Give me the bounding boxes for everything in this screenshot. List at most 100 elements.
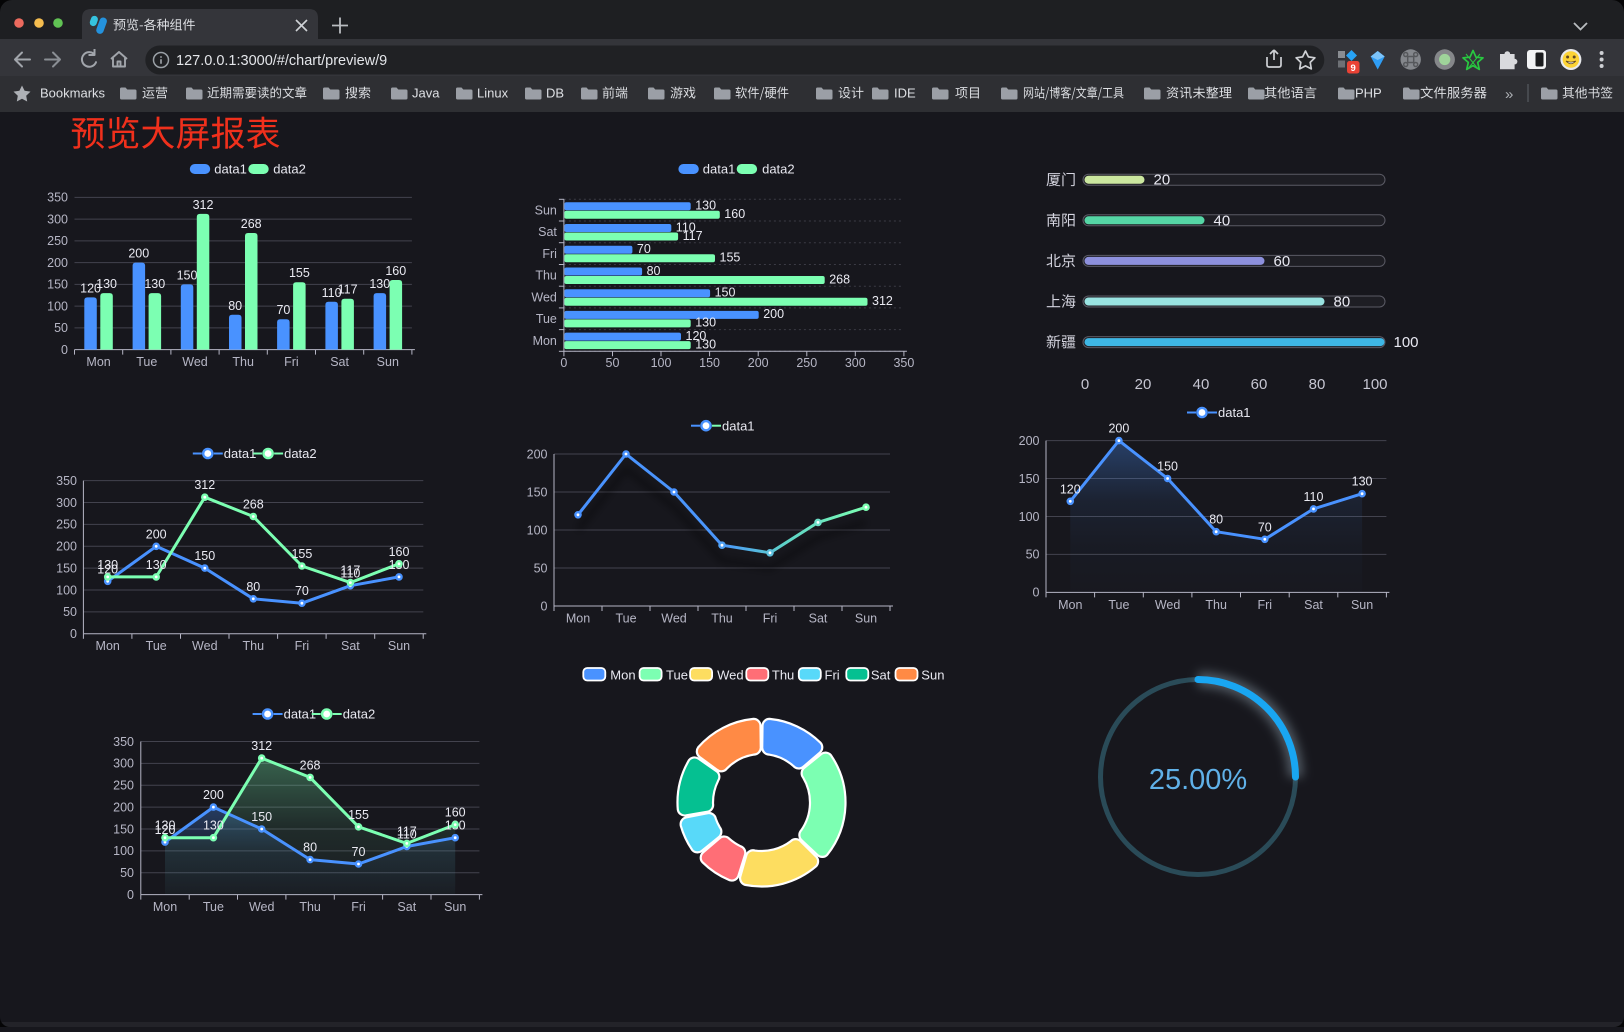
- svg-text:120: 120: [97, 562, 118, 576]
- svg-text:100: 100: [651, 356, 672, 370]
- svg-text:150: 150: [251, 810, 272, 824]
- svg-text:80: 80: [1334, 294, 1351, 311]
- svg-text:130: 130: [144, 277, 165, 291]
- svg-text:Thu: Thu: [299, 900, 321, 914]
- svg-text:200: 200: [128, 247, 149, 261]
- svg-text:155: 155: [348, 808, 369, 822]
- svg-text:Mon: Mon: [610, 668, 635, 683]
- svg-text:130: 130: [146, 558, 167, 572]
- svg-text:Sun: Sun: [1351, 598, 1373, 612]
- svg-text:70: 70: [637, 242, 651, 256]
- svg-text:data2: data2: [284, 446, 317, 461]
- svg-text:160: 160: [445, 806, 466, 820]
- svg-text:80: 80: [303, 841, 317, 855]
- svg-text:312: 312: [872, 294, 893, 308]
- svg-text:150: 150: [194, 549, 215, 563]
- svg-text:200: 200: [527, 447, 548, 461]
- svg-text:110: 110: [676, 220, 696, 234]
- svg-text:Sat: Sat: [341, 639, 360, 653]
- svg-text:117: 117: [683, 229, 703, 243]
- svg-text:Mon: Mon: [86, 355, 110, 369]
- svg-text:50: 50: [606, 356, 620, 370]
- svg-text:50: 50: [54, 321, 68, 335]
- svg-text:130: 130: [695, 337, 716, 351]
- svg-text:268: 268: [243, 498, 264, 512]
- svg-text:Fri: Fri: [542, 247, 557, 261]
- svg-text:120: 120: [80, 281, 101, 295]
- svg-text:20: 20: [1154, 172, 1171, 189]
- svg-text:Sun: Sun: [921, 668, 944, 683]
- svg-text:data2: data2: [343, 707, 376, 722]
- svg-text:268: 268: [241, 217, 262, 231]
- svg-text:150: 150: [56, 561, 77, 575]
- svg-text:Tue: Tue: [1108, 598, 1129, 612]
- svg-text:130: 130: [97, 558, 118, 572]
- svg-text:Mon: Mon: [533, 334, 557, 348]
- svg-text:Java: Java: [412, 86, 440, 101]
- svg-text:Sun: Sun: [377, 355, 399, 369]
- svg-text:20: 20: [1135, 376, 1152, 393]
- svg-text:130: 130: [155, 819, 176, 833]
- svg-text:155: 155: [720, 251, 741, 265]
- svg-text:350: 350: [47, 191, 68, 205]
- svg-text:100: 100: [1394, 334, 1419, 351]
- svg-text:300: 300: [56, 496, 77, 510]
- svg-text:Fri: Fri: [1258, 598, 1273, 612]
- svg-text:100: 100: [113, 844, 134, 858]
- svg-text:40: 40: [1193, 376, 1210, 393]
- svg-text:160: 160: [385, 264, 406, 278]
- svg-text:350: 350: [56, 474, 77, 488]
- svg-text:100: 100: [1019, 510, 1040, 524]
- svg-text:Mon: Mon: [153, 900, 177, 914]
- svg-text:312: 312: [251, 739, 272, 753]
- svg-text:Sat: Sat: [871, 668, 891, 683]
- svg-text:70: 70: [276, 303, 290, 317]
- svg-text:80: 80: [647, 264, 661, 278]
- svg-text:130: 130: [96, 277, 117, 291]
- svg-text:300: 300: [845, 356, 866, 370]
- svg-text:Wed: Wed: [661, 612, 687, 626]
- svg-text:Thu: Thu: [772, 668, 794, 683]
- svg-text:80: 80: [1209, 513, 1223, 527]
- svg-text:200: 200: [203, 788, 224, 802]
- svg-text:110: 110: [322, 286, 342, 300]
- svg-text:50: 50: [120, 866, 134, 880]
- svg-text:100: 100: [56, 583, 77, 597]
- svg-text:data1: data1: [722, 418, 755, 433]
- svg-text:Wed: Wed: [182, 355, 208, 369]
- svg-text:160: 160: [389, 545, 410, 559]
- svg-text:150: 150: [699, 356, 720, 370]
- svg-text:150: 150: [1019, 472, 1040, 486]
- svg-text:350: 350: [113, 735, 134, 749]
- svg-text:0: 0: [1033, 586, 1040, 600]
- svg-text:Thu: Thu: [1205, 598, 1227, 612]
- svg-text:268: 268: [829, 272, 850, 286]
- svg-text:Sat: Sat: [330, 355, 349, 369]
- svg-text:150: 150: [715, 286, 736, 300]
- svg-text:150: 150: [47, 278, 68, 292]
- svg-text:117: 117: [340, 564, 360, 578]
- svg-text:Bookmarks: Bookmarks: [40, 86, 106, 101]
- svg-text:80: 80: [1309, 376, 1326, 393]
- svg-text:130: 130: [1352, 475, 1373, 489]
- svg-text:Sun: Sun: [535, 204, 557, 218]
- svg-text:200: 200: [763, 307, 784, 321]
- svg-text:300: 300: [47, 212, 68, 226]
- svg-text:Wed: Wed: [717, 668, 744, 683]
- svg-text:PHP: PHP: [1355, 86, 1382, 101]
- svg-text:155: 155: [289, 266, 310, 280]
- svg-text:data1: data1: [224, 446, 257, 461]
- svg-text:110: 110: [340, 567, 360, 581]
- svg-text:Fri: Fri: [763, 612, 778, 626]
- svg-text:200: 200: [47, 256, 68, 270]
- svg-text:150: 150: [1157, 460, 1178, 474]
- svg-text:312: 312: [194, 478, 215, 492]
- svg-text:Tue: Tue: [615, 612, 636, 626]
- svg-text:Mon: Mon: [96, 639, 120, 653]
- svg-text:268: 268: [300, 758, 321, 772]
- svg-text:120: 120: [686, 329, 707, 343]
- svg-text:70: 70: [352, 845, 366, 859]
- svg-text:40: 40: [1214, 212, 1231, 229]
- svg-text:Sat: Sat: [538, 225, 557, 239]
- svg-text:50: 50: [534, 561, 548, 575]
